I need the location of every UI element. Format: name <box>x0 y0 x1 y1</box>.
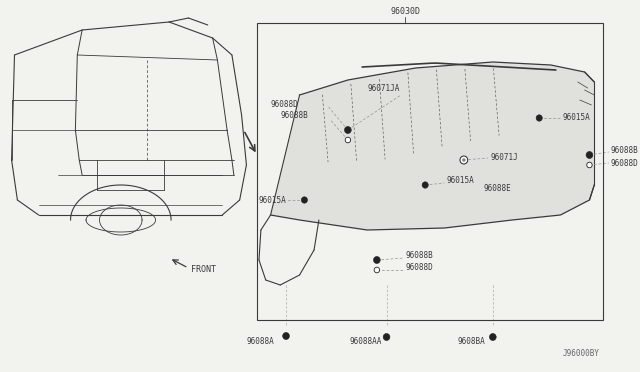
Polygon shape <box>271 62 595 230</box>
Circle shape <box>586 151 593 158</box>
Text: J96000BY: J96000BY <box>563 349 600 358</box>
Text: 96088AA: 96088AA <box>350 337 382 346</box>
Text: 96088E: 96088E <box>483 183 511 192</box>
Text: 96088D: 96088D <box>611 158 639 167</box>
Text: 96088B: 96088B <box>280 110 308 119</box>
Text: 9608BA: 9608BA <box>457 337 485 346</box>
Circle shape <box>283 333 289 340</box>
Text: 96088B: 96088B <box>406 251 434 260</box>
Bar <box>257 23 603 320</box>
Text: 96088D: 96088D <box>406 263 434 273</box>
Text: 96071J: 96071J <box>491 153 518 161</box>
Circle shape <box>462 158 465 161</box>
Circle shape <box>301 197 307 203</box>
Text: 96088B: 96088B <box>611 145 639 154</box>
Text: 96015A: 96015A <box>447 176 474 185</box>
Text: 96071JA: 96071JA <box>367 83 399 93</box>
Circle shape <box>460 156 468 164</box>
Circle shape <box>345 137 351 143</box>
Circle shape <box>536 115 542 121</box>
Text: FRONT: FRONT <box>191 266 216 275</box>
Circle shape <box>374 267 380 273</box>
Text: 96015A: 96015A <box>259 196 287 205</box>
Text: 96088D: 96088D <box>271 99 298 109</box>
Circle shape <box>383 334 390 340</box>
Text: 96015A: 96015A <box>563 112 590 122</box>
Circle shape <box>374 257 380 263</box>
Text: 96088A: 96088A <box>246 337 274 346</box>
Circle shape <box>490 334 496 340</box>
Circle shape <box>422 182 428 188</box>
Circle shape <box>344 126 351 134</box>
Circle shape <box>587 162 592 168</box>
Text: 96030D: 96030D <box>390 7 420 16</box>
